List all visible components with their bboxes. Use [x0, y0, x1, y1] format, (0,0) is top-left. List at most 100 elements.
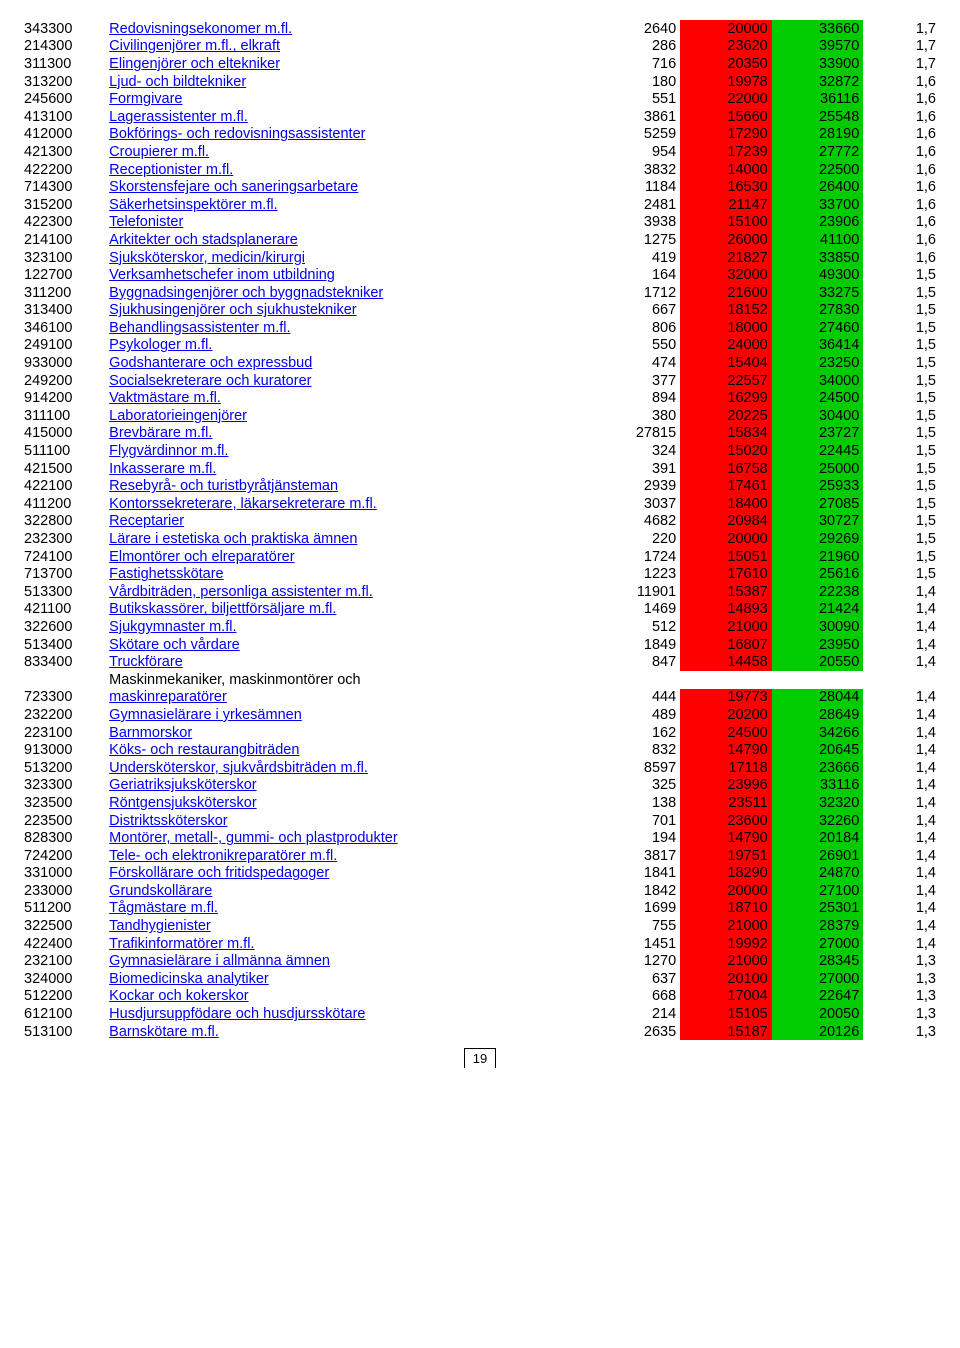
title-cell[interactable]: Lärare i estetiska och praktiska ämnen: [105, 530, 593, 548]
table-row: 311300Elingenjörer och eltekniker7162035…: [20, 55, 940, 73]
title-cell[interactable]: Inkasserare m.fl.: [105, 460, 593, 478]
code-cell: 324000: [20, 970, 105, 988]
title-cell[interactable]: Skötare och vårdare: [105, 636, 593, 654]
value2-cell: 18710: [680, 900, 772, 918]
title-cell[interactable]: Laboratorieingenjörer: [105, 407, 593, 425]
title-cell[interactable]: Telefonister: [105, 214, 593, 232]
table-row: 713700Fastighetsskötare122317610256161,5: [20, 565, 940, 583]
title-cell[interactable]: Lagerassistenter m.fl.: [105, 108, 593, 126]
value3-cell: 33700: [772, 196, 864, 214]
title-cell[interactable]: maskinreparatörer: [105, 689, 593, 707]
value3-cell: 25000: [772, 460, 864, 478]
code-cell: 214300: [20, 38, 105, 56]
ratio-cell: 1,3: [863, 1023, 940, 1041]
code-cell: 422200: [20, 161, 105, 179]
title-cell[interactable]: Civilingenjörer m.fl., elkraft: [105, 38, 593, 56]
title-cell[interactable]: Truckförare: [105, 653, 593, 671]
title-cell[interactable]: Byggnadsingenjörer och byggnadstekniker: [105, 284, 593, 302]
title-cell[interactable]: Godshanterare och expressbud: [105, 354, 593, 372]
table-row: 411200Kontorssekreterare, läkarsekretera…: [20, 495, 940, 513]
title-cell[interactable]: Säkerhetsinspektörer m.fl.: [105, 196, 593, 214]
title-cell[interactable]: Fastighetsskötare: [105, 565, 593, 583]
title-cell[interactable]: Sjuksköterskor, medicin/kirurgi: [105, 249, 593, 267]
value1-cell: 551: [593, 90, 680, 108]
title-cell[interactable]: Trafikinformatörer m.fl.: [105, 935, 593, 953]
value3-cell: 23727: [772, 425, 864, 443]
title-cell[interactable]: Skorstensfejare och saneringsarbetare: [105, 178, 593, 196]
value2-cell: 21000: [680, 618, 772, 636]
title-cell[interactable]: Ljud- och bildtekniker: [105, 73, 593, 91]
title-cell[interactable]: Barnmorskor: [105, 724, 593, 742]
value1-cell: 3938: [593, 214, 680, 232]
title-cell[interactable]: Bokförings- och redovisningsassistenter: [105, 126, 593, 144]
ratio-cell: 1,5: [863, 477, 940, 495]
title-cell[interactable]: Resebyrå- och turistbyråtjänsteman: [105, 477, 593, 495]
value3-cell: 25301: [772, 900, 864, 918]
title-cell[interactable]: Gymnasielärare i allmänna ämnen: [105, 952, 593, 970]
title-cell[interactable]: Sjukhusingenjörer och sjukhustekniker: [105, 302, 593, 320]
code-cell: 723300: [20, 689, 105, 707]
title-cell[interactable]: Croupierer m.fl.: [105, 143, 593, 161]
title-cell[interactable]: Elmontörer och elreparatörer: [105, 548, 593, 566]
value1-cell: 1724: [593, 548, 680, 566]
title-cell[interactable]: Kockar och kokerskor: [105, 988, 593, 1006]
code-cell: 214100: [20, 231, 105, 249]
title-cell[interactable]: Formgivare: [105, 90, 593, 108]
title-cell[interactable]: Kontorssekreterare, läkarsekreterare m.f…: [105, 495, 593, 513]
title-cell[interactable]: Gymnasielärare i yrkesämnen: [105, 706, 593, 724]
ratio-cell: 1,5: [863, 495, 940, 513]
title-cell[interactable]: Tele- och elektronikreparatörer m.fl.: [105, 847, 593, 865]
table-row: 315200Säkerhetsinspektörer m.fl.24812114…: [20, 196, 940, 214]
code-cell: 322800: [20, 513, 105, 531]
title-cell[interactable]: Vaktmästare m.fl.: [105, 389, 593, 407]
title-cell[interactable]: Tågmästare m.fl.: [105, 900, 593, 918]
title-cell[interactable]: Biomedicinska analytiker: [105, 970, 593, 988]
table-row: 714300Skorstensfejare och saneringsarbet…: [20, 178, 940, 196]
title-cell[interactable]: Receptionister m.fl.: [105, 161, 593, 179]
title-cell[interactable]: Behandlingsassistenter m.fl.: [105, 319, 593, 337]
value1-cell: 1451: [593, 935, 680, 953]
value2-cell: 19773: [680, 689, 772, 707]
value1-cell: 1699: [593, 900, 680, 918]
title-cell[interactable]: Distriktssköterskor: [105, 812, 593, 830]
table-row: 833400Truckförare84714458205501,4: [20, 653, 940, 671]
title-cell: Maskinmekaniker, maskinmontörer och: [105, 671, 593, 689]
title-cell[interactable]: Röntgensjuksköterskor: [105, 794, 593, 812]
title-cell[interactable]: Verksamhetschefer inom utbildning: [105, 266, 593, 284]
title-cell[interactable]: Undersköterskor, sjukvårdsbiträden m.fl.: [105, 759, 593, 777]
value2-cell: 24500: [680, 724, 772, 742]
title-cell[interactable]: Flygvärdinnor m.fl.: [105, 442, 593, 460]
title-cell[interactable]: Montörer, metall-, gummi- och plastprodu…: [105, 829, 593, 847]
code-cell: 311100: [20, 407, 105, 425]
ratio-cell: 1,5: [863, 372, 940, 390]
title-cell[interactable]: Köks- och restaurangbiträden: [105, 741, 593, 759]
ratio-cell: 1,5: [863, 302, 940, 320]
table-row: 331000Förskollärare och fritidspedagoger…: [20, 865, 940, 883]
value1-cell: 1842: [593, 882, 680, 900]
ratio-cell: 1,6: [863, 249, 940, 267]
title-cell[interactable]: Sjukgymnaster m.fl.: [105, 618, 593, 636]
code-cell: 331000: [20, 865, 105, 883]
title-cell[interactable]: Vårdbiträden, personliga assistenter m.f…: [105, 583, 593, 601]
title-cell[interactable]: Psykologer m.fl.: [105, 337, 593, 355]
title-cell[interactable]: Grundskollärare: [105, 882, 593, 900]
title-cell[interactable]: Receptarier: [105, 513, 593, 531]
title-cell[interactable]: Geriatriksjuksköterskor: [105, 777, 593, 795]
value3-cell: 32260: [772, 812, 864, 830]
title-cell[interactable]: Redovisningsekonomer m.fl.: [105, 20, 593, 38]
title-cell[interactable]: Arkitekter och stadsplanerare: [105, 231, 593, 249]
table-row: 723300maskinreparatörer44419773280441,4: [20, 689, 940, 707]
value2-cell: 14893: [680, 601, 772, 619]
value2-cell: 23600: [680, 812, 772, 830]
title-cell[interactable]: Barnskötare m.fl.: [105, 1023, 593, 1041]
title-cell[interactable]: Butikskassörer, biljettförsäljare m.fl.: [105, 601, 593, 619]
title-cell[interactable]: Förskollärare och fritidspedagoger: [105, 865, 593, 883]
title-cell[interactable]: Brevbärare m.fl.: [105, 425, 593, 443]
title-cell[interactable]: Tandhygienister: [105, 917, 593, 935]
ratio-cell: 1,4: [863, 636, 940, 654]
value2-cell: 21000: [680, 917, 772, 935]
title-cell[interactable]: Elingenjörer och eltekniker: [105, 55, 593, 73]
title-cell[interactable]: Husdjursuppfödare och husdjursskötare: [105, 1005, 593, 1023]
table-row: 322800Receptarier468220984307271,5: [20, 513, 940, 531]
title-cell[interactable]: Socialsekreterare och kuratorer: [105, 372, 593, 390]
